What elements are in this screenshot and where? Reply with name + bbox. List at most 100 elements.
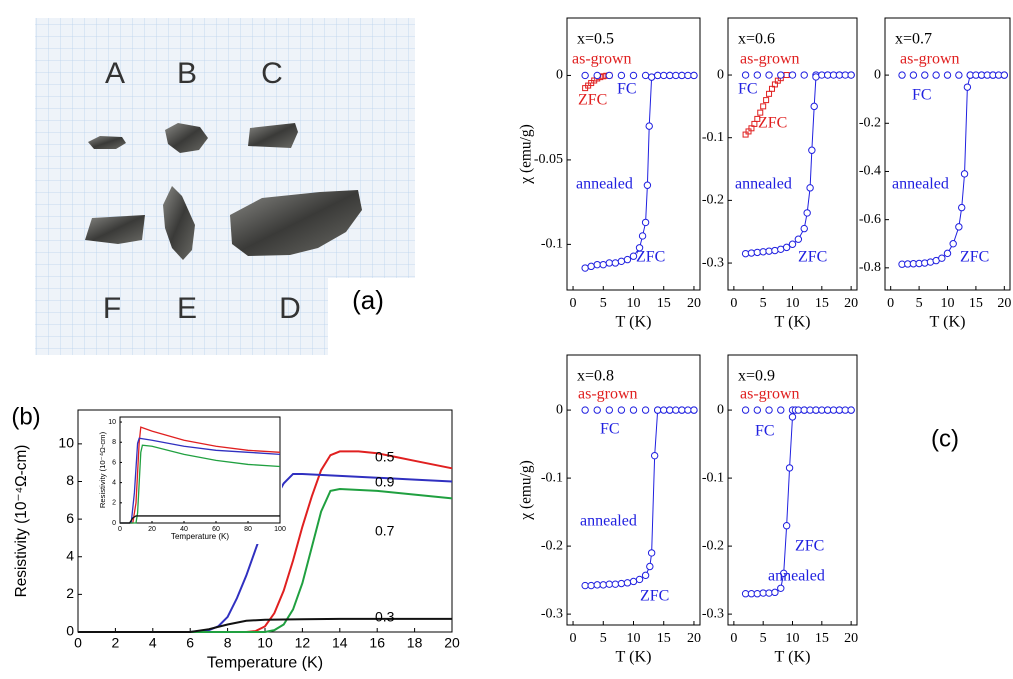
inset-background [98,414,282,544]
data-point [630,407,636,413]
data-point [944,250,950,256]
y-tick-label: -0.2 [702,193,724,208]
x-tick-label: 20 [148,526,156,533]
y-tick-label: 0 [874,67,881,82]
y-tick-label: 2 [66,585,74,601]
data-point [766,407,772,413]
annotation: as-grown [740,51,800,68]
data-point [784,73,789,78]
data-point [804,210,810,216]
x-tick-label: 0 [570,296,577,311]
y-tick-label: -0.6 [859,212,881,227]
y-tick-label: -0.1 [702,470,724,485]
series-label: 0.5 [375,449,395,465]
data-point [654,72,660,78]
x-tick-label: 10 [627,631,641,646]
data-point [667,407,673,413]
data-point [766,72,772,78]
x-tick-label: 15 [815,631,829,646]
data-point [606,260,612,266]
data-point [691,72,697,78]
annotation: ZFC [798,249,827,266]
x-tick-label: 0 [730,296,737,311]
x-tick-label: 8 [224,635,232,651]
data-point [691,407,697,413]
data-point [848,72,854,78]
annotation: FC [755,423,775,440]
x-tick-label: 10 [627,296,641,311]
y-axis-label: χ (emu/g) [518,460,535,520]
figure: A B C F E D (a) (b) (c) 0246810121416182… [0,0,1013,679]
data-point [647,563,653,569]
data-point [642,219,648,225]
x-axis-label: Temperature (K) [207,653,323,671]
x-tick-label: 5 [760,296,767,311]
data-point [807,185,813,191]
y-tick-label: 0 [556,68,563,83]
y-tick-label: 0 [66,623,74,639]
data-point [582,265,588,271]
data-point [754,407,760,413]
x-tick-label: 5 [600,631,607,646]
data-point [612,260,618,266]
y-tick-label: 4 [66,547,74,563]
data-point [778,407,784,413]
x-tick-label: 20 [844,631,858,646]
data-point [618,580,624,586]
annotation: ZFC [960,249,989,266]
x-tick-label: 4 [149,635,157,651]
x-tick-label: 15 [657,631,671,646]
y-axis-label: Resistivity (10⁻⁴Ω-cm) [98,431,107,508]
data-point [685,72,691,78]
data-point [772,589,778,595]
series-label: 0.9 [375,474,395,490]
x-tick-label: 0 [887,296,894,311]
data-point [630,72,636,78]
series-label: 0.7 [375,523,395,539]
panel-label: (a) [352,285,384,315]
data-point [624,256,630,262]
data-point [673,72,679,78]
data-point [899,72,905,78]
x-tick-label: 5 [600,296,607,311]
data-point [639,233,645,239]
chart-title: x=0.7 [895,31,932,48]
y-tick-label: -0.4 [859,164,881,179]
x-axis-label: T (K) [930,314,966,331]
x-tick-label: 15 [969,296,983,311]
data-point [606,72,612,78]
y-tick-label: 0 [112,520,116,527]
data-point [679,72,685,78]
data-point [642,72,648,78]
data-point [624,580,630,586]
x-tick-label: 20 [687,631,701,646]
data-point [644,182,650,188]
data-point [767,91,772,96]
sample-rock [85,215,145,244]
data-point [606,581,612,587]
data-point [606,407,612,413]
data-point [956,72,962,78]
annotation: annealed [768,568,825,585]
annotation: as-grown [578,386,638,403]
annotation: ZFC [640,588,669,605]
x-tick-label: 20 [687,296,701,311]
annotation: FC [600,421,620,438]
data-point [801,225,807,231]
sample-label: D [279,292,301,325]
x-tick-label: 5 [760,631,767,646]
data-point [764,98,769,103]
y-tick-label: -0.05 [534,152,563,167]
y-axis-label: χ (emu/g) [518,124,535,184]
x-axis-label: T (K) [616,314,652,331]
x-tick-label: 0 [118,526,122,533]
data-point [809,147,815,153]
data-point [848,407,854,413]
data-point [959,204,965,210]
data-point [648,550,654,556]
annotation: annealed [892,176,949,193]
x-tick-label: 0 [74,635,82,651]
x-tick-label: 100 [274,526,286,533]
data-point [742,72,748,78]
x-tick-label: 18 [407,635,423,651]
